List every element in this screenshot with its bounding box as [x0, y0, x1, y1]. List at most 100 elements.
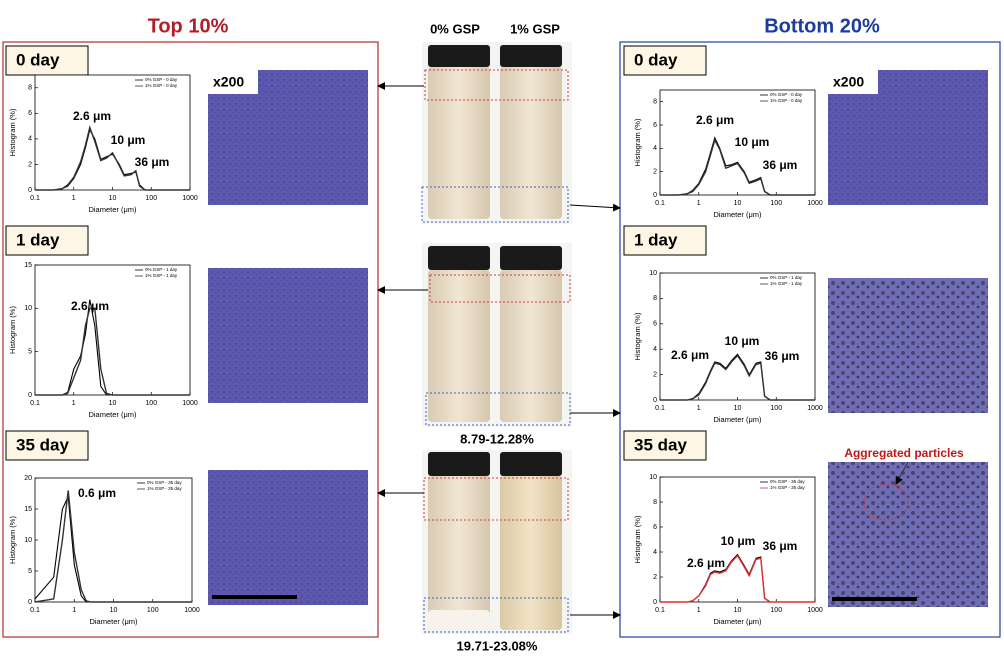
- left-title: Top 10%: [148, 15, 229, 37]
- x-tick-label: 100: [770, 200, 782, 207]
- y-tick-label: 4: [653, 346, 657, 353]
- annotation: 2.6 μm: [73, 109, 111, 123]
- y-axis-label: Histogram (%): [633, 118, 642, 166]
- x-axis-label: Diameter (μm): [713, 210, 762, 219]
- annotation: 36 μm: [135, 155, 170, 169]
- x-tick-label: 1000: [807, 607, 823, 614]
- y-tick-label: 4: [653, 145, 657, 152]
- y-axis-label: Histogram (%): [8, 516, 17, 564]
- x-tick-label: 1: [72, 400, 76, 407]
- x-tick-label: 1: [697, 405, 701, 412]
- plot-frame: [34, 477, 193, 603]
- x-tick-label: 1: [72, 607, 76, 614]
- micrograph: [828, 462, 988, 607]
- legend-label: 1% GSP - 0 day: [145, 83, 178, 88]
- x-tick-label: 1000: [182, 400, 198, 407]
- x-tick-label: 10: [734, 607, 742, 614]
- annotation: 2.6 μm: [687, 556, 725, 570]
- panel-title: 1 day: [16, 230, 60, 249]
- y-tick-label: 8: [653, 295, 657, 302]
- x-tick-label: 1: [697, 200, 701, 207]
- panel-header: [5, 225, 89, 256]
- y-tick-label: 5: [28, 349, 32, 356]
- y-tick-label: 6: [653, 122, 657, 129]
- x-tick-label: 1000: [182, 195, 198, 202]
- y-tick-label: 5: [28, 568, 32, 575]
- x-tick-label: 100: [770, 405, 782, 412]
- arrows: [377, 82, 621, 619]
- panel-title: 35 day: [634, 435, 687, 454]
- series-line: [660, 354, 815, 401]
- x-tick-label: 0.1: [30, 607, 40, 614]
- panel-header: [5, 430, 89, 461]
- x-tick-label: 0.1: [655, 405, 665, 412]
- x-tick-label: 1000: [807, 200, 823, 207]
- y-tick-label: 8: [653, 499, 657, 506]
- panel-header: [5, 45, 89, 76]
- panel-title: 35 day: [16, 435, 69, 454]
- y-tick-label: 2: [28, 161, 32, 168]
- y-tick-label: 8: [28, 85, 32, 92]
- annotation: 2.6 μm: [71, 299, 109, 313]
- bottle-caption: 8.79-12.28%: [460, 431, 534, 446]
- panel-title: 0 day: [634, 50, 678, 69]
- x-tick-label: 0.1: [655, 607, 665, 614]
- legend-label: 1% GSP - 1 day: [145, 273, 178, 278]
- y-axis-label: Histogram (%): [8, 306, 17, 354]
- x-tick-label: 100: [145, 400, 157, 407]
- micrograph: [208, 268, 368, 403]
- annotation: 36 μm: [763, 539, 798, 553]
- plot-frame: [659, 89, 816, 196]
- y-tick-label: 10: [649, 474, 657, 481]
- legend-label: 0% GSP - 0 day: [770, 92, 803, 97]
- series-line: [35, 307, 190, 396]
- y-tick-label: 20: [24, 475, 32, 482]
- annotation: 36 μm: [763, 158, 798, 172]
- y-tick-label: 0: [28, 392, 32, 399]
- x-tick-label: 1: [72, 195, 76, 202]
- x-tick-label: 100: [770, 607, 782, 614]
- legend-label: 0% GSP - 1 day: [145, 267, 178, 272]
- panel-header: [623, 45, 707, 76]
- y-tick-label: 8: [653, 99, 657, 106]
- series-line: [660, 138, 815, 196]
- x-tick-label: 10: [734, 405, 742, 412]
- y-tick-label: 0: [28, 599, 32, 606]
- aggregate-note: Aggregated particles: [844, 446, 964, 460]
- y-tick-label: 2: [653, 169, 657, 176]
- y-axis-label: Histogram (%): [633, 312, 642, 360]
- legend-label: 1% GSP - 35 day: [147, 486, 182, 491]
- x-axis-label: Diameter (μm): [713, 415, 762, 424]
- x-axis-label: Diameter (μm): [713, 617, 762, 626]
- annotation: 10 μm: [725, 334, 760, 348]
- y-tick-label: 15: [24, 262, 32, 269]
- bottle-caption: 19.71-23.08%: [457, 638, 538, 653]
- annotation: 2.6 μm: [696, 113, 734, 127]
- plot-frame: [34, 264, 191, 396]
- plot-frame: [34, 74, 191, 191]
- panel-title: 1 day: [634, 230, 678, 249]
- y-axis-label: Histogram (%): [8, 108, 17, 156]
- legend-label: 0% GSP - 1 day: [770, 275, 803, 280]
- legend-label: 1% GSP - 0 day: [770, 98, 803, 103]
- scale-bar: [832, 597, 917, 601]
- y-tick-label: 10: [649, 270, 657, 277]
- x-tick-label: 0.1: [30, 195, 40, 202]
- legend-label: 1% GSP - 1 day: [770, 281, 803, 286]
- annotation: 0.6 μm: [78, 486, 116, 500]
- series-line: [34, 490, 192, 603]
- y-tick-label: 0: [653, 599, 657, 606]
- x-tick-label: 10: [109, 400, 117, 407]
- series-line: [660, 554, 815, 603]
- y-tick-label: 6: [653, 524, 657, 531]
- y-tick-label: 0: [28, 187, 32, 194]
- x-tick-label: 10: [109, 195, 117, 202]
- x-tick-label: 0.1: [30, 400, 40, 407]
- annotation: 10 μm: [735, 135, 770, 149]
- right-title: Bottom 20%: [764, 15, 880, 37]
- y-axis-label: Histogram (%): [633, 515, 642, 563]
- y-tick-label: 0: [653, 192, 657, 199]
- right-frame: [619, 41, 1001, 638]
- annotation: 10 μm: [721, 534, 756, 548]
- y-tick-label: 4: [28, 136, 32, 143]
